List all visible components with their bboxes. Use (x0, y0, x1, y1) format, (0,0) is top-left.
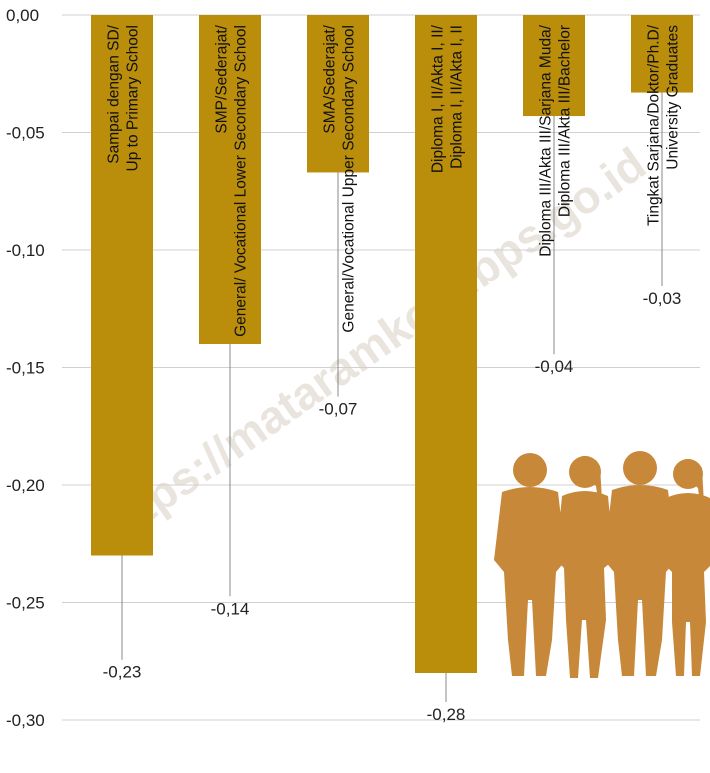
category-label-line: Up to Primary School (125, 25, 142, 171)
category-label: SMP/Sederajat/General/ Vocational Lower … (214, 24, 250, 337)
y-tick-label: -0,25 (6, 594, 45, 613)
category-label-line: Sampai dengan SD/ (106, 24, 123, 163)
category-label: SMA/Sederajat/General/Vocational Upper S… (322, 24, 358, 332)
y-axis-ticks: 0,00 -0,05 -0,10 -0,15 -0,20 -0,25 -0,30 (6, 6, 45, 730)
data-label: -0,04 (535, 357, 574, 376)
y-tick-label: -0,30 (6, 711, 45, 730)
category-label: Diploma I, II/Akta I, II/Diploma I, II/A… (430, 24, 466, 173)
woman-silhouette-icon (556, 456, 614, 678)
man-silhouette-icon (604, 451, 676, 676)
category-label-line: SMP/Sederajat/ (214, 24, 231, 133)
category-label-line: Diploma I, II/Akta I, II/ (430, 24, 447, 173)
category-label-line: University Graduates (665, 25, 682, 170)
y-tick-label: -0,05 (6, 124, 45, 143)
bars (91, 15, 693, 673)
bar (91, 15, 153, 556)
bar (199, 15, 261, 344)
data-label: -0,28 (427, 705, 466, 724)
data-labels: -0,23 -0,14 -0,07 -0,28 -0,04 -0,03 (103, 289, 682, 724)
leader-lines (121, 92, 663, 702)
bar (523, 15, 585, 117)
y-tick-label: 0,00 (6, 6, 39, 25)
category-label: Sampai dengan SD/Up to Primary School (106, 24, 142, 171)
category-label: Diploma III/Akta III/Sarjana Muda/Diplom… (538, 24, 574, 256)
category-label-line: General/ Vocational Lower Secondary Scho… (233, 25, 250, 337)
y-tick-label: -0,20 (6, 476, 45, 495)
man-silhouette-icon (494, 453, 566, 676)
data-label: -0,03 (643, 289, 682, 308)
bar (415, 15, 477, 673)
category-label-line: Diploma III/Akta III/Sarjana Muda/ (538, 24, 555, 256)
bar (631, 15, 693, 93)
category-label-line: Diploma III/Akta III/Bachelor (557, 25, 574, 217)
category-label-line: SMA/Sederajat/ (322, 24, 339, 133)
data-label: -0,07 (319, 400, 358, 419)
category-label-line: Diploma I, II/Akta I, II (449, 25, 466, 169)
y-tick-label: -0,10 (6, 241, 45, 260)
woman-silhouette-icon (664, 459, 710, 676)
category-label: Tingkat Sarjana/Doktor/Ph.D/University G… (646, 24, 682, 226)
category-label-line: Tingkat Sarjana/Doktor/Ph.D/ (646, 24, 663, 226)
data-label: -0,14 (211, 599, 250, 618)
bar (307, 15, 369, 173)
gridlines (62, 14, 700, 721)
data-label: -0,23 (103, 663, 142, 682)
category-labels: Sampai dengan SD/Up to Primary School SMP… (106, 24, 682, 337)
y-tick-label: -0,15 (6, 359, 45, 378)
category-label-line: General/Vocational Upper Secondary Schoo… (341, 25, 358, 333)
business-people-illustration (494, 451, 710, 678)
